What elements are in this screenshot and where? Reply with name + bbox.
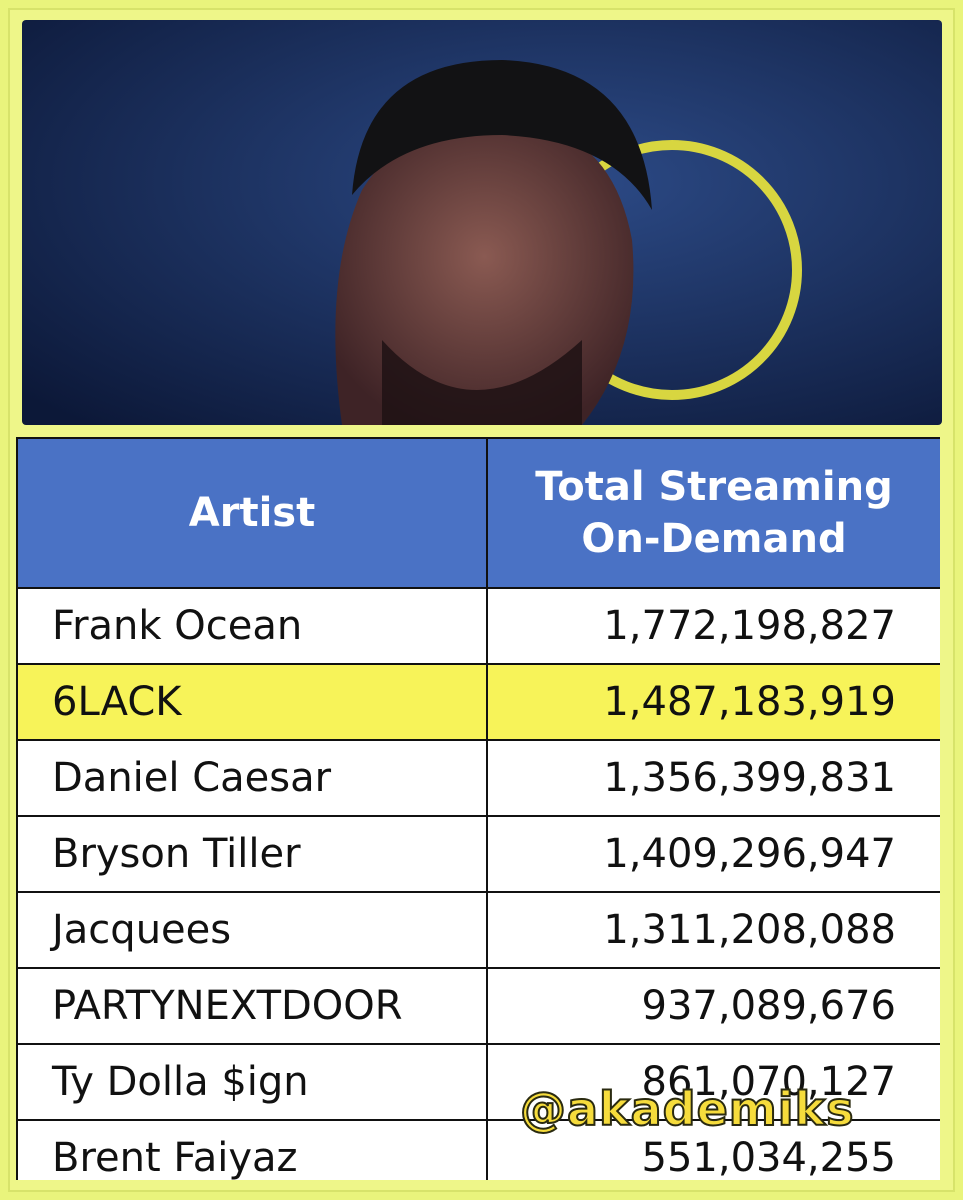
- table-row: Frank Ocean 1,772,198,827: [16, 587, 940, 665]
- header-cell: Artist: [16, 437, 488, 589]
- artist-cell: 6LACK: [16, 663, 488, 741]
- header-cell: Total Streaming On-Demand: [486, 437, 940, 589]
- streaming-table: Artist Total Streaming On-Demand Frank O…: [16, 437, 940, 1180]
- streams-cell: 1,311,208,088: [486, 891, 940, 969]
- photo: [22, 20, 942, 425]
- streams-cell: 937,089,676: [486, 967, 940, 1045]
- table-container: Artist Total Streaming On-Demand Frank O…: [16, 437, 940, 1180]
- artist-cell: Bryson Tiller: [16, 815, 488, 893]
- header-row: Artist Total Streaming On-Demand: [16, 437, 940, 589]
- streams-cell: 1,772,198,827: [486, 587, 940, 665]
- table-row: Bryson Tiller 1,409,296,947: [16, 815, 940, 893]
- streams-cell: 1,409,296,947: [486, 815, 940, 893]
- face: [335, 118, 634, 425]
- artist-cell: PARTYNEXTDOOR: [16, 967, 488, 1045]
- streams-cell: 1,487,183,919: [486, 663, 940, 741]
- streams-cell: 551,034,255: [486, 1119, 940, 1180]
- artist-cell: Daniel Caesar: [16, 739, 488, 817]
- artist-cell: Frank Ocean: [16, 587, 488, 665]
- beard: [382, 340, 582, 425]
- table-header: Artist Total Streaming On-Demand: [16, 437, 940, 589]
- artist-cell: Brent Faiyaz: [16, 1119, 488, 1180]
- table-row: 6LACK 1,487,183,919: [16, 663, 940, 741]
- streams-cell: 861,070,127: [486, 1043, 940, 1121]
- table-row: PARTYNEXTDOOR 937,089,676: [16, 967, 940, 1045]
- watermark: @akademiks: [519, 1081, 855, 1137]
- table-body: Frank Ocean 1,772,198,827 6LACK 1,487,183,9…: [16, 587, 940, 1180]
- artist-cell: Ty Dolla $ign: [16, 1043, 488, 1121]
- table-row: Ty Dolla $ign 861,070,127: [16, 1043, 940, 1121]
- cap: [352, 60, 652, 210]
- artist-cell: Jacquees: [16, 891, 488, 969]
- table-row: Brent Faiyaz 551,034,255: [16, 1119, 940, 1180]
- table-row: Daniel Caesar 1,356,399,831: [16, 739, 940, 817]
- streams-cell: 1,356,399,831: [486, 739, 940, 817]
- table-row: Jacquees 1,311,208,088: [16, 891, 940, 969]
